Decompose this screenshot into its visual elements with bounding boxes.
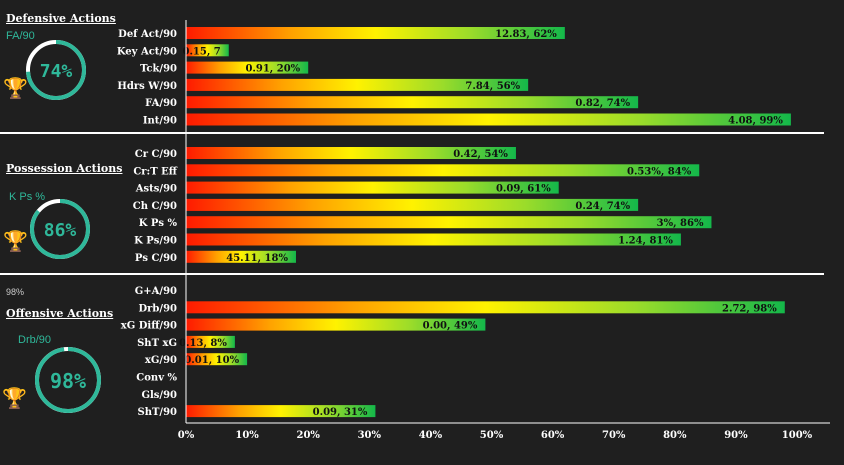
x-tick-label: 50% bbox=[480, 430, 504, 441]
x-tick-label: 70% bbox=[602, 430, 626, 441]
bar bbox=[186, 61, 309, 74]
bar bbox=[186, 250, 296, 263]
bar bbox=[186, 353, 248, 366]
row-label: FA/90 bbox=[145, 98, 177, 109]
bar bbox=[186, 147, 516, 159]
defensive-gauge-arc bbox=[26, 40, 86, 100]
possession-gauge-metric: K Ps % bbox=[9, 191, 46, 203]
data-label: 0.09, 31% bbox=[313, 407, 368, 418]
stray-percent-label: 98% bbox=[6, 287, 25, 297]
row-label: xG/90 bbox=[145, 355, 177, 366]
row-label: K Ps/90 bbox=[134, 236, 177, 247]
data-label: 7.84, 56% bbox=[465, 81, 520, 92]
bar bbox=[186, 44, 229, 57]
data-label: 1.24, 81% bbox=[618, 236, 673, 247]
defensive-section-title: Defensive Actions bbox=[6, 12, 116, 25]
row-label: Tck/90 bbox=[140, 64, 177, 75]
possession-section-title: Possession Actions bbox=[6, 162, 123, 175]
row-label: xG Diff/90 bbox=[121, 321, 177, 332]
offensive-gauge-value: 98% bbox=[50, 369, 86, 393]
data-label: 2.72, 98% bbox=[722, 303, 777, 314]
bar bbox=[186, 318, 486, 331]
data-label: 0.13, 8% bbox=[179, 338, 227, 349]
trophy-icon: 🏆 bbox=[2, 386, 27, 410]
x-tick-label: 80% bbox=[663, 430, 687, 441]
data-label: 0.42, 54% bbox=[453, 149, 508, 160]
row-label: ShT/90 bbox=[137, 407, 177, 418]
bar bbox=[186, 216, 712, 229]
row-label: Hdrs W/90 bbox=[117, 81, 177, 92]
row-label: K Ps % bbox=[139, 218, 178, 229]
bar bbox=[186, 96, 639, 109]
x-tick-label: 0% bbox=[178, 430, 195, 441]
bar bbox=[186, 78, 529, 91]
trophy-icon: 🏆 bbox=[3, 229, 28, 253]
possession-gauge-value: 86% bbox=[44, 220, 77, 241]
bar bbox=[186, 405, 376, 418]
x-tick-label: 40% bbox=[419, 430, 443, 441]
bar bbox=[186, 113, 791, 126]
data-label: 0.09, 61% bbox=[496, 184, 551, 195]
x-tick-label: 10% bbox=[235, 430, 259, 441]
data-label: 12.83, 62% bbox=[495, 29, 557, 40]
offensive-gauge-arc bbox=[35, 347, 101, 413]
row-label: Conv % bbox=[136, 373, 177, 384]
bar bbox=[186, 164, 700, 177]
row-label: Cr:T Eff bbox=[133, 166, 177, 177]
row-label: Def Act/90 bbox=[118, 29, 177, 40]
defensive-gauge-value: 74% bbox=[40, 61, 73, 82]
row-label: Cr C/90 bbox=[135, 149, 177, 160]
bar bbox=[186, 181, 559, 194]
row-label: ShT xG bbox=[137, 338, 177, 349]
possession-gauge-arc bbox=[30, 199, 90, 259]
bar bbox=[186, 198, 639, 211]
row-label: G+A/90 bbox=[135, 286, 177, 297]
row-label: Drb/90 bbox=[138, 303, 177, 314]
row-label: Gls/90 bbox=[141, 390, 177, 401]
x-tick-label: 30% bbox=[358, 430, 382, 441]
data-label: 0.91, 20% bbox=[245, 64, 300, 75]
data-label: 0.53%, 84% bbox=[627, 166, 692, 177]
defensive-gauge-metric: FA/90 bbox=[6, 30, 35, 42]
data-label: 45.11, 18% bbox=[226, 253, 288, 264]
row-label: Int/90 bbox=[143, 116, 177, 127]
section-divider bbox=[0, 273, 824, 275]
x-tick-label: 60% bbox=[541, 430, 565, 441]
x-tick-label: 90% bbox=[724, 430, 748, 441]
offensive-gauge-metric: Drb/90 bbox=[18, 334, 52, 346]
offensive-section-title: Offensive Actions bbox=[6, 307, 114, 320]
data-label: 3%, 86% bbox=[657, 218, 704, 229]
x-tick-label: 100% bbox=[782, 430, 813, 441]
row-label: Key Act/90 bbox=[117, 46, 177, 57]
bar bbox=[186, 335, 235, 348]
bar bbox=[186, 301, 785, 314]
data-label: 0.15, 7 bbox=[182, 46, 220, 57]
bar bbox=[186, 27, 565, 39]
data-label: 0.00, 49% bbox=[423, 321, 478, 332]
data-label: 4.08, 99% bbox=[728, 116, 783, 127]
x-tick-label: 20% bbox=[296, 430, 320, 441]
data-label: 0.82, 74% bbox=[575, 98, 630, 109]
section-divider bbox=[0, 132, 824, 134]
row-label: Ch C/90 bbox=[133, 201, 177, 212]
bar bbox=[186, 233, 681, 246]
data-label: 0.01, 10% bbox=[184, 355, 239, 366]
row-label: Asts/90 bbox=[135, 184, 177, 195]
row-label: Ps C/90 bbox=[135, 253, 177, 264]
trophy-icon: 🏆 bbox=[3, 76, 28, 100]
data-label: 0.24, 74% bbox=[575, 201, 630, 212]
